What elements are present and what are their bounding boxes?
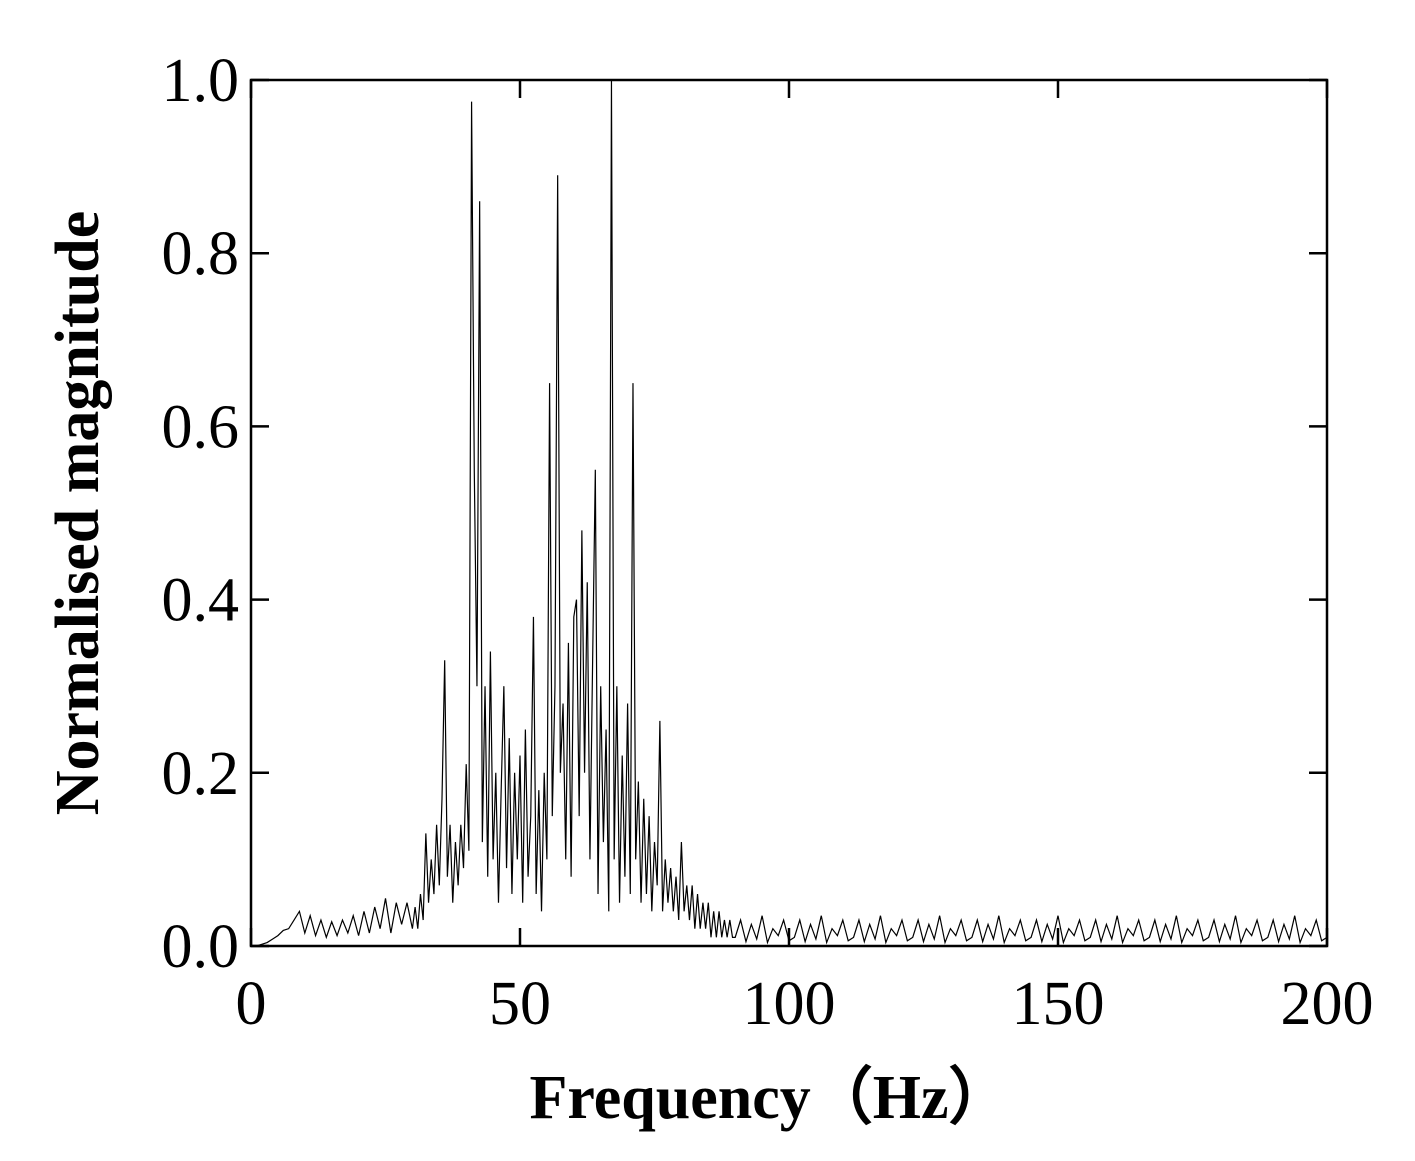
- plot-frame: [249, 78, 1329, 948]
- x-tick-label: 100: [743, 970, 836, 1038]
- y-tick-label: 0.0: [162, 913, 240, 981]
- y-tick-label: 1.0: [162, 47, 240, 115]
- x-tick-label: 50: [489, 970, 551, 1038]
- x-axis-title: Frequency（Hz）: [529, 1062, 1010, 1132]
- y-tick-label: 0.2: [162, 740, 240, 808]
- spectrum-line: [251, 79, 1328, 947]
- y-axis-title: Normalised magnitude: [44, 211, 112, 816]
- x-tick-label: 200: [1281, 970, 1374, 1038]
- y-tick-label: 0.8: [162, 220, 240, 288]
- x-tick-label: 150: [1012, 970, 1105, 1038]
- y-tick-label: 0.4: [162, 567, 240, 635]
- x-tick-label: 0: [236, 970, 267, 1038]
- y-tick-label: 0.6: [162, 393, 240, 461]
